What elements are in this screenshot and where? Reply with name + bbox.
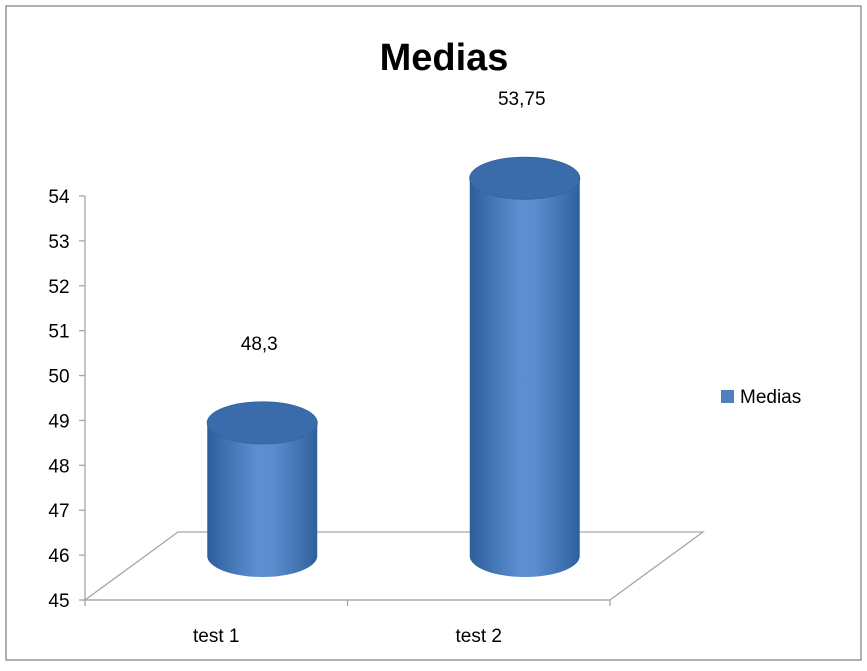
- bar-top: [469, 156, 581, 200]
- y-tick-label: 50: [48, 367, 69, 388]
- x-category-label: test 2: [456, 626, 502, 647]
- data-label-1: 48,3: [241, 334, 278, 355]
- chart-border: [5, 5, 862, 661]
- y-tick-label: 48: [48, 456, 69, 477]
- y-tick-label: 51: [48, 322, 69, 343]
- y-tick-label: 45: [48, 591, 69, 612]
- y-tick-label: 49: [48, 411, 69, 432]
- data-label-2: 53,75: [498, 89, 546, 110]
- y-tick-label: 52: [48, 277, 69, 298]
- bar-2: [469, 156, 581, 577]
- legend: Medias: [721, 387, 801, 408]
- bars: [206, 156, 581, 577]
- data-labels: 48,3 53,75: [241, 89, 546, 355]
- x-axis: test 1 test 2: [84, 599, 611, 647]
- bar-body: [207, 422, 318, 577]
- y-tick-label: 54: [48, 187, 70, 208]
- legend-label: Medias: [740, 387, 801, 408]
- bar-top: [206, 401, 318, 445]
- y-tick-label: 46: [48, 546, 69, 567]
- y-axis: 45 46 47 48 49 50 51 52 53 54: [48, 187, 86, 612]
- bar-body: [469, 178, 580, 577]
- chart-title: Medias: [380, 37, 509, 79]
- y-tick-label: 47: [48, 501, 69, 522]
- legend-swatch: [721, 390, 734, 403]
- x-category-label: test 1: [193, 626, 239, 647]
- y-tick-label: 53: [48, 232, 69, 253]
- bar-1: [206, 401, 318, 577]
